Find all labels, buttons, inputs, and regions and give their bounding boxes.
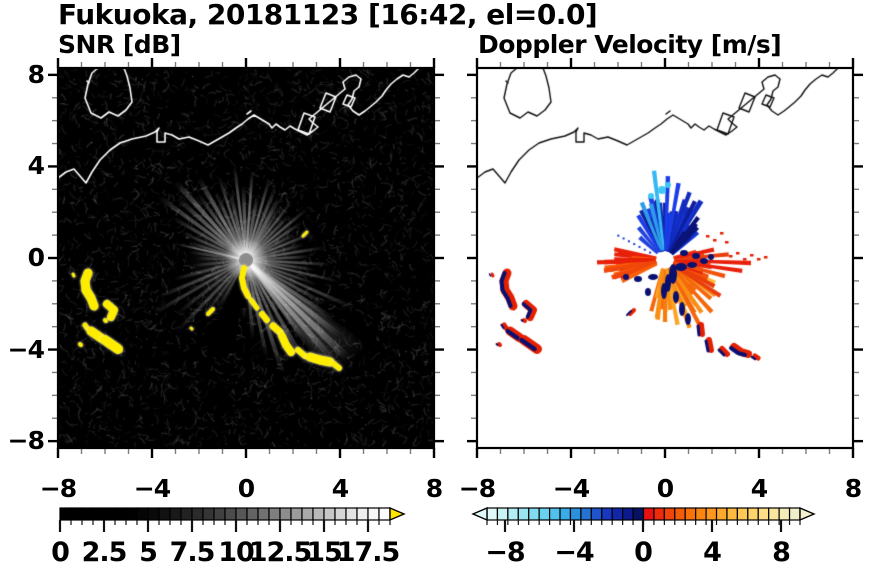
colorbar-cell	[158, 507, 171, 521]
colorbar-cell	[301, 507, 314, 521]
colorbar-arrow-left	[471, 506, 488, 522]
colorbar-arrow-right	[799, 506, 816, 522]
colorbar-cell	[224, 507, 237, 521]
colorbar-cell	[548, 507, 561, 521]
colorbar-cell	[246, 507, 259, 521]
colorbar-tick-label: −8	[485, 537, 525, 568]
colorbar-cell	[257, 507, 270, 521]
colorbar-tick-label: 12.5	[248, 537, 313, 568]
colorbar-cell	[486, 507, 499, 521]
colorbar-cell	[180, 507, 193, 521]
colorbar-cell	[290, 507, 303, 521]
colorbar-cell	[213, 507, 226, 521]
colorbar-cell	[601, 507, 613, 521]
colorbar-cell	[757, 507, 770, 521]
colorbar-cell	[81, 507, 94, 521]
colorbar-cell	[580, 507, 592, 521]
x-tick-label: 8	[425, 474, 443, 503]
colorbar-cell	[528, 507, 540, 521]
colorbar-cell	[611, 507, 624, 521]
colorbar-cell	[356, 507, 369, 521]
colorbar-tick-label: 4	[703, 537, 722, 568]
colorbar-cell	[569, 507, 582, 521]
x-tick-label: −8	[39, 474, 77, 503]
colorbar-cell	[125, 507, 138, 521]
x-tick-label: 4	[331, 474, 349, 503]
colorbar-tick-label: 17.5	[336, 537, 401, 568]
x-tick-label: 0	[237, 474, 255, 503]
snr-ppi-plot	[58, 68, 434, 448]
x-tick-label: 8	[844, 474, 862, 503]
colorbar-tick-label: 0	[51, 537, 70, 568]
colorbar-cell	[136, 507, 149, 521]
colorbar-cell	[70, 507, 83, 521]
colorbar-tick-label: 15	[306, 537, 343, 568]
colorbar-cell	[642, 507, 655, 521]
colorbar-cell	[788, 507, 801, 521]
colorbar-cell	[114, 507, 127, 521]
snr-panel-title: SNR [dB]	[58, 30, 181, 59]
colorbar-cell	[695, 507, 707, 521]
colorbar-tick-label: 8	[772, 537, 791, 568]
x-tick-label: 0	[656, 474, 674, 503]
y-tick-label: −4	[7, 334, 45, 364]
colorbar-cell	[235, 507, 248, 521]
x-tick-label: −4	[552, 474, 590, 503]
figure-title: Fukuoka, 20181123 [16:42, el=0.0]	[58, 0, 598, 31]
colorbar-tick-label: 7.5	[169, 537, 216, 568]
colorbar-arrow-right	[389, 506, 406, 522]
vel-colorbar	[471, 506, 816, 532]
colorbar-cell	[684, 507, 697, 521]
colorbar-cell	[147, 507, 160, 521]
colorbar-cell	[747, 507, 759, 521]
colorbar-tick-label: 0	[634, 537, 653, 568]
y-tick-label: −8	[7, 426, 45, 456]
x-tick-label: 4	[750, 474, 768, 503]
x-tick-label: −8	[458, 474, 496, 503]
colorbar-cell	[323, 507, 336, 521]
colorbar-tick-label: 5	[139, 537, 158, 568]
x-tick-label: −4	[133, 474, 171, 503]
colorbar-tick-label: −4	[554, 537, 594, 568]
colorbar-cell	[715, 507, 728, 521]
colorbar-cell	[726, 507, 738, 521]
colorbar-cell	[768, 507, 780, 521]
colorbar-cell	[632, 507, 645, 521]
colorbar-cell	[559, 507, 572, 521]
colorbar-cell	[378, 507, 391, 521]
colorbar-tick-label: 2.5	[81, 537, 128, 568]
colorbar-cell	[778, 507, 791, 521]
colorbar-cell	[674, 507, 686, 521]
colorbar-cell	[736, 507, 749, 521]
colorbar-cell	[345, 507, 358, 521]
colorbar-cell	[517, 507, 530, 521]
colorbar-cell	[312, 507, 325, 521]
colorbar-cell	[92, 507, 105, 521]
colorbar-cell	[334, 507, 347, 521]
snr-colorbar	[58, 506, 406, 532]
colorbar-cell	[367, 507, 380, 521]
colorbar-cell	[202, 507, 215, 521]
colorbar-cell	[191, 507, 204, 521]
colorbar-cell	[279, 507, 292, 521]
colorbar-cell	[496, 507, 509, 521]
y-tick-label: 8	[27, 59, 45, 89]
colorbar-cell	[103, 507, 116, 521]
colorbar-cell	[622, 507, 634, 521]
y-tick-label: 0	[27, 243, 45, 272]
colorbar-cell	[507, 507, 519, 521]
vel-panel-title: Doppler Velocity [m/s]	[478, 30, 782, 59]
colorbar-cell	[268, 507, 281, 521]
colorbar-cell	[590, 507, 603, 521]
colorbar-cell	[663, 507, 676, 521]
colorbar-cell	[169, 507, 182, 521]
colorbar-tick-label: 10	[218, 537, 255, 568]
colorbar-cell	[705, 507, 718, 521]
colorbar-cell	[653, 507, 665, 521]
y-tick-label: 4	[27, 151, 45, 181]
colorbar-cell	[538, 507, 551, 521]
colorbar-cell	[59, 507, 72, 521]
doppler-ppi-plot	[477, 68, 853, 448]
